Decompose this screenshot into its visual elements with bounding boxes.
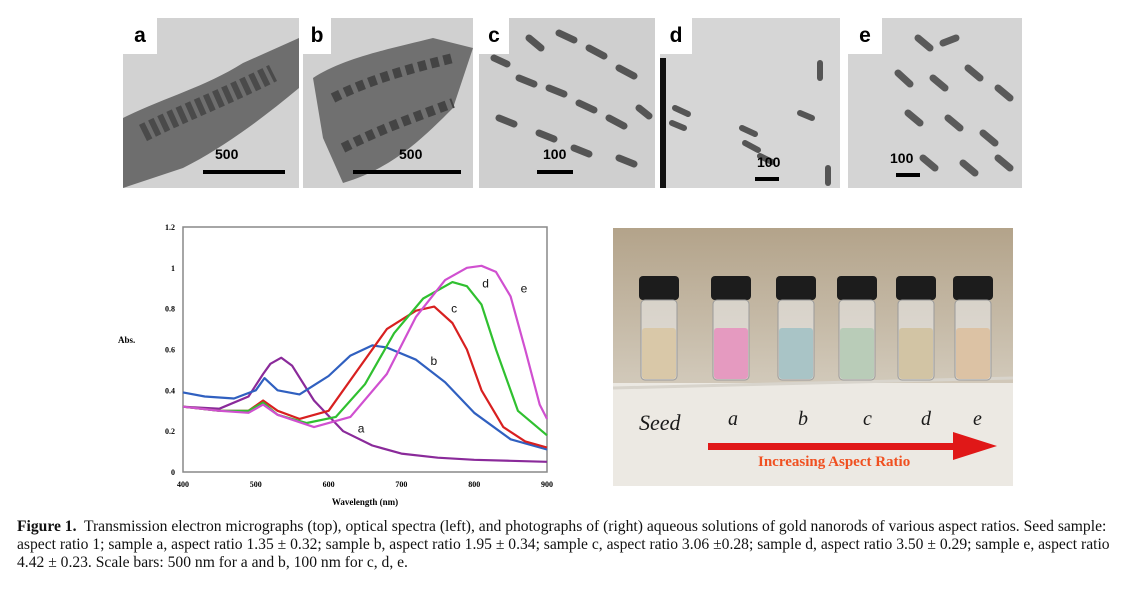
scale-bar-a (203, 170, 285, 174)
caption-text: Transmission electron micrographs (top),… (17, 518, 1110, 571)
tem-image-b (303, 18, 473, 188)
tem-panel-c: c 100 (479, 18, 655, 188)
scale-label-a: 500 (215, 146, 239, 162)
panel-letter-a: a (123, 18, 157, 54)
arrow-label: Increasing Aspect Ratio (758, 454, 911, 470)
x-tick-label: 700 (395, 480, 407, 489)
y-axis-label: Abs. (118, 335, 135, 345)
scale-label-d: 100 (757, 154, 781, 170)
series-line-b (182, 344, 548, 451)
vial-b (776, 276, 816, 381)
y-tick-label: 1 (171, 264, 175, 273)
x-tick-label: 600 (323, 480, 335, 489)
sample-label-a: a (728, 408, 738, 430)
tem-panel-a: a 500 (123, 18, 299, 188)
sample-label-d: d (921, 408, 931, 430)
vial-d (896, 276, 936, 381)
vial-a (711, 276, 751, 381)
series-label-e: e (521, 281, 528, 295)
tem-image-a (123, 18, 299, 188)
sample-label-c: c (863, 408, 872, 430)
y-tick-label: 1.2 (165, 223, 175, 232)
scale-label-e: 100 (890, 150, 914, 166)
tem-panel-d: d 100 (660, 18, 840, 188)
axis-ticks: 400 500 600 700 800 900 0 0.2 0.4 0.6 0.8 1 1.2 (165, 223, 553, 489)
figure-caption: Figure 1. Transmission electron microgra… (17, 518, 1129, 572)
x-tick-label: 900 (541, 480, 553, 489)
series-line-e (182, 264, 548, 429)
series-label-b: b (431, 354, 438, 368)
x-tick-label: 400 (177, 480, 189, 489)
panel-letter-b: b (303, 18, 331, 54)
increasing-arrow (708, 432, 997, 460)
scale-label-b: 500 (399, 146, 423, 162)
y-tick-label: 0.4 (165, 386, 175, 395)
sample-label-b: b (798, 408, 808, 430)
seed-label: Seed (639, 410, 681, 435)
series-line-a (182, 356, 548, 463)
x-tick-label: 800 (468, 480, 480, 489)
scale-label-c: 100 (543, 146, 567, 162)
panel-letter-d: d (660, 18, 692, 54)
scale-bar-c (537, 170, 573, 174)
tem-panel-b: b 500 (303, 18, 473, 188)
series-label-c: c (451, 301, 457, 315)
series-line-d (182, 281, 548, 437)
series-line-c (182, 305, 548, 449)
series-label-a: a (358, 421, 365, 435)
vial-c (837, 276, 877, 381)
y-tick-label: 0.2 (165, 427, 175, 436)
spectra-chart: 400 500 600 700 800 900 0 0.2 0.4 0.6 0.8 1 1.2 a b c d… (118, 223, 553, 507)
x-axis-label: Wavelength (nm) (332, 497, 398, 507)
y-tick-label: 0.8 (165, 305, 175, 314)
vials-photograph: Seed a b c d e Increasing Aspect Ratio (613, 228, 1013, 486)
x-tick-label: 500 (250, 480, 262, 489)
figure-label: Figure 1. (17, 518, 77, 535)
scale-bar-d (755, 177, 779, 181)
series-labels: a b c d e (358, 276, 528, 435)
panel-letter-e: e (848, 18, 882, 54)
vial-seed (639, 276, 679, 381)
plot-frame (182, 226, 548, 473)
y-tick-label: 0 (171, 468, 175, 477)
series-lines (182, 264, 548, 463)
tem-panel-e: e 100 (848, 18, 1022, 188)
panel-letter-c: c (479, 18, 509, 54)
sample-label-e: e (973, 408, 982, 430)
y-tick-label: 0.6 (165, 346, 175, 355)
scale-bar-b (353, 170, 461, 174)
vials-row (639, 276, 993, 381)
vial-e (953, 276, 993, 381)
scale-bar-e (896, 173, 920, 177)
series-label-d: d (482, 276, 489, 290)
